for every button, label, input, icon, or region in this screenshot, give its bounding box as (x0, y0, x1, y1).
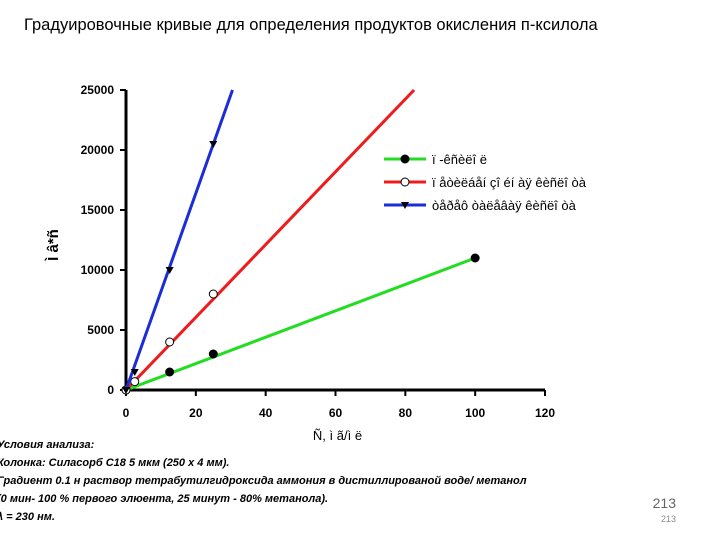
y-tick-label: 20000 (81, 143, 115, 157)
data-point (208, 289, 218, 299)
x-tick-label: 60 (329, 406, 343, 420)
x-tick-label: 40 (259, 406, 273, 420)
x-tick-label: 0 (123, 406, 130, 420)
series-line (124, 89, 234, 391)
chart-series (121, 88, 480, 395)
legend-marker (400, 154, 410, 164)
chart-legend: ï -êñèëî ë ï åòèëáåí çî éí àÿ êèñëî òà òåð… (384, 152, 587, 213)
y-axis-title: Ì â*ñ (45, 229, 62, 262)
page-number: 213 213 (652, 495, 676, 525)
legend-label: ï -êñèëî ë (432, 152, 487, 167)
conditions-gradient-program: (0 мин- 100 % первого элюента, 25 минут … (0, 493, 329, 505)
x-tick-label: 20 (189, 406, 203, 420)
page-number-main: 213 (652, 495, 676, 511)
analysis-conditions: Условия анализа: Колонка: Силасорб С18 5… (0, 436, 697, 526)
x-axis-title: Ñ, ì ã/ì ë (313, 428, 362, 443)
y-tick-label: 10000 (81, 263, 115, 277)
legend-item-3: òåðåô òàëåâàÿ êèñëî òà (384, 198, 577, 213)
legend-marker (401, 202, 409, 209)
series-1 (121, 253, 480, 395)
x-tick-label: 100 (465, 406, 485, 420)
data-point (165, 267, 174, 274)
page-title: Градуировочные кривые для определения пр… (24, 16, 598, 34)
series-line (124, 88, 416, 392)
legend-item-1: ï -êñèëî ë (384, 152, 487, 167)
page-number-footer: 213 (660, 514, 676, 524)
data-point (208, 349, 218, 359)
legend-label: òåðåô òàëåâàÿ êèñëî òà (432, 198, 577, 213)
conditions-wavelength: λ = 230 нм. (0, 511, 55, 523)
data-point (122, 387, 130, 394)
conditions-heading: Условия анализа: (0, 439, 95, 451)
series-2 (121, 88, 416, 395)
legend-item-2: ï åòèëáåí çî éí àÿ êèñëî òà (384, 175, 587, 190)
conditions-column: Колонка: Силасорб С18 5 мкм (250 х 4 мм)… (0, 457, 230, 469)
y-tick-label: 5000 (87, 323, 114, 337)
legend-marker (400, 177, 410, 187)
x-tick-label: 80 (399, 406, 413, 420)
data-point (165, 337, 175, 347)
y-tick-label: 25000 (81, 83, 115, 97)
data-point (130, 369, 139, 376)
y-tick-label: 15000 (81, 203, 115, 217)
data-point (470, 253, 480, 263)
chart-axes: 0 5000 10000 15000 20000 25000 0 20 40 60 80 100 120… (45, 83, 555, 443)
series-line (125, 256, 476, 392)
data-point (165, 367, 175, 377)
y-tick-label: 0 (107, 383, 114, 397)
legend-label: ï åòèëáåí çî éí àÿ êèñëî òà (432, 175, 587, 190)
series-3 (122, 89, 234, 394)
data-point (130, 377, 140, 387)
x-tick-label: 120 (535, 406, 555, 420)
conditions-gradient: Градиент 0.1 н раствор тетрабутилгидрокс… (0, 475, 527, 487)
data-point (209, 141, 218, 148)
